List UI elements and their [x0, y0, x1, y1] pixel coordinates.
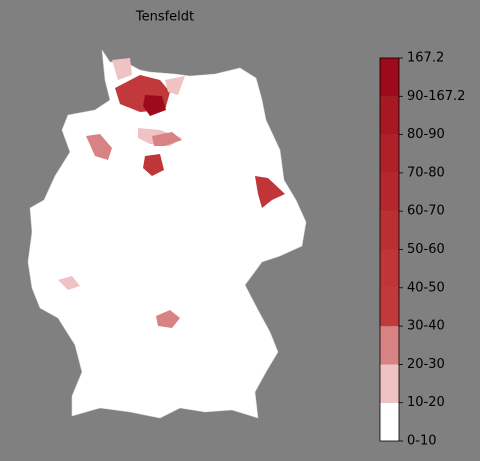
colorbar-tick-label: 0-10	[407, 434, 437, 449]
colorbar-tick-label: 80-90	[407, 127, 445, 142]
colorbar-segment	[380, 96, 399, 135]
colorbar-tick-label: 40-50	[407, 280, 445, 295]
region	[112, 58, 132, 80]
colorbar-segment	[380, 364, 399, 403]
region	[58, 276, 80, 290]
region	[165, 76, 185, 95]
colorbar-segment	[380, 211, 399, 250]
colorbar-tick-label: 50-60	[407, 242, 445, 257]
colorbar-tick-label: 60-70	[407, 204, 445, 219]
colorbar-tick-label: 20-30	[407, 357, 445, 372]
colorbar-tick-label: 167.2	[407, 51, 444, 66]
region	[156, 310, 180, 328]
map-title: Tensfeldt	[135, 10, 194, 25]
region	[86, 134, 112, 160]
colorbar-segment	[380, 402, 399, 441]
colorbar-tick-label: 10-20	[407, 395, 445, 410]
colorbar: 0-10 10-20 20-30 30-40 40-50 50-60 60-70 70-80 8…	[379, 51, 465, 449]
region	[152, 132, 182, 146]
colorbar-segment	[380, 326, 399, 365]
colorbar-segment	[380, 58, 399, 97]
region	[143, 95, 166, 116]
colorbar-segment	[380, 287, 399, 327]
colorbar-tick-label: 90-167.2	[407, 89, 465, 104]
germany-map	[27, 49, 307, 419]
colorbar-segment	[380, 249, 399, 288]
colorbar-tick-label: 30-40	[407, 319, 445, 334]
colorbar-segment	[380, 134, 399, 173]
colorbar-segment	[380, 172, 399, 212]
region	[143, 154, 164, 176]
region	[255, 176, 285, 208]
colorbar-tick-label: 70-80	[407, 165, 445, 180]
